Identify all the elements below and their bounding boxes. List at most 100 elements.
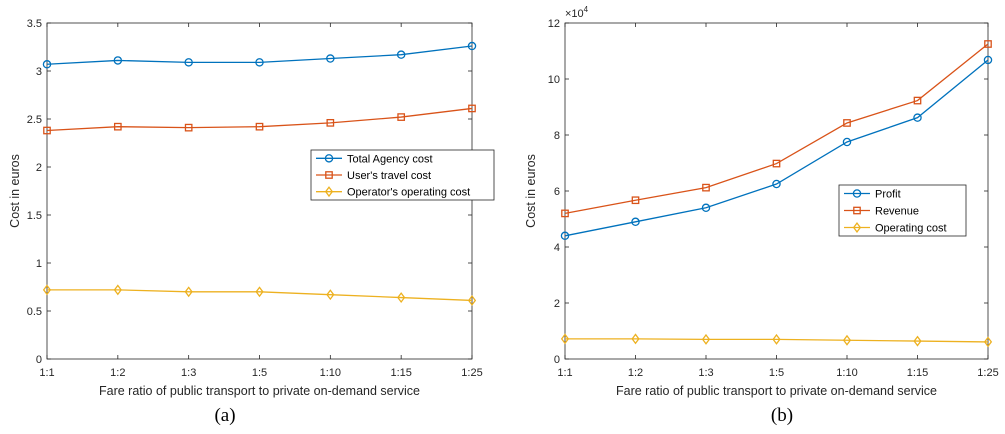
data-point-2-4 bbox=[326, 289, 335, 301]
legend: Profit Revenue Operating cost bbox=[838, 184, 967, 237]
y-tick-label: 6 bbox=[554, 186, 560, 198]
series-2-group bbox=[42, 284, 477, 306]
legend-marker-2 bbox=[324, 186, 334, 198]
series-line-0 bbox=[46, 45, 473, 65]
y-tick-label: 0 bbox=[36, 354, 42, 366]
data-point-0-0 bbox=[560, 231, 570, 241]
legend-marker-1 bbox=[325, 171, 333, 179]
legend-entry-0: Total Agency cost bbox=[347, 153, 433, 165]
y-tick-label: 10 bbox=[548, 74, 560, 86]
y-tick-label: 3 bbox=[36, 66, 42, 78]
data-point-0-3 bbox=[255, 58, 264, 67]
data-point-2-5 bbox=[397, 292, 406, 304]
y-tick-label: 12 bbox=[548, 18, 560, 30]
legend-marker-2 bbox=[852, 222, 862, 233]
y-tick-label: 4 bbox=[554, 242, 560, 254]
data-point-0-3 bbox=[772, 179, 781, 189]
x-tick-label: 1:25 bbox=[461, 367, 482, 379]
data-point-0-2 bbox=[184, 58, 193, 67]
y-axis-label: Cost in euros bbox=[8, 154, 22, 228]
data-point-1-2 bbox=[184, 123, 193, 132]
data-point-1-4 bbox=[843, 119, 851, 127]
y-tick-label: 2.5 bbox=[27, 114, 42, 126]
y-tick-label: 3.5 bbox=[27, 18, 42, 30]
x-tick-label: 1:10 bbox=[320, 367, 341, 379]
data-point-0-5 bbox=[913, 113, 922, 122]
legend-marker-0 bbox=[852, 189, 862, 198]
series-line-1 bbox=[564, 43, 989, 215]
x-tick-label: 1:1 bbox=[557, 367, 572, 379]
data-point-0-6 bbox=[983, 55, 993, 65]
data-point-0-4 bbox=[842, 137, 852, 147]
panel-label: (b) bbox=[771, 405, 793, 426]
y-tick-label: 2 bbox=[36, 162, 42, 174]
data-point-2-6 bbox=[467, 294, 477, 306]
series-2-group bbox=[560, 333, 993, 348]
x-tick-label: 1:25 bbox=[977, 367, 998, 379]
data-point-2-0 bbox=[42, 284, 52, 296]
legend-marker-1 bbox=[853, 206, 861, 215]
y-axis-label: Cost in euros bbox=[524, 154, 538, 228]
data-point-2-3 bbox=[255, 286, 264, 298]
series-line-2 bbox=[565, 338, 989, 343]
series-0-group bbox=[560, 55, 993, 241]
y-tick-label: 0.5 bbox=[27, 306, 42, 318]
data-point-2-1 bbox=[631, 333, 640, 345]
data-point-1-3 bbox=[772, 159, 781, 168]
y-tick-label: 0 bbox=[554, 354, 560, 366]
data-point-1-6 bbox=[984, 40, 992, 48]
legend-entry-2: Operator's operating cost bbox=[347, 187, 470, 199]
x-tick-label: 1:5 bbox=[252, 367, 267, 379]
data-point-0-1 bbox=[113, 56, 123, 65]
data-point-2-2 bbox=[184, 286, 193, 298]
series-line-1 bbox=[46, 107, 473, 132]
y-tick-label: 1 bbox=[36, 258, 42, 270]
data-point-0-5 bbox=[396, 50, 406, 59]
data-point-2-3 bbox=[772, 333, 781, 345]
series-1-group bbox=[43, 104, 476, 135]
data-point-0-4 bbox=[326, 54, 335, 63]
data-point-2-6 bbox=[983, 336, 993, 348]
x-tick-label: 1:10 bbox=[836, 367, 857, 379]
data-point-2-2 bbox=[701, 333, 711, 345]
data-point-1-5 bbox=[913, 96, 922, 105]
data-point-0-2 bbox=[701, 203, 711, 213]
x-tick-label: 1:15 bbox=[390, 367, 411, 379]
data-point-1-1 bbox=[113, 122, 122, 131]
data-point-2-1 bbox=[113, 284, 122, 296]
data-point-2-5 bbox=[913, 335, 922, 347]
data-point-2-4 bbox=[842, 334, 852, 346]
legend-marker-0 bbox=[324, 154, 334, 163]
data-point-1-4 bbox=[326, 118, 335, 127]
x-tick-label: 1:5 bbox=[769, 367, 784, 379]
y-tick-label: 1.5 bbox=[27, 210, 42, 222]
panel-label: (a) bbox=[214, 405, 235, 426]
data-point-1-0 bbox=[561, 209, 569, 218]
legend-entry-1: User's travel cost bbox=[347, 170, 431, 182]
y-exponent-label: ×104 bbox=[565, 5, 589, 20]
data-point-0-1 bbox=[631, 217, 640, 227]
data-point-0-6 bbox=[467, 41, 477, 51]
data-point-1-0 bbox=[43, 126, 51, 135]
x-axis-label: Fare ratio of public transport to privat… bbox=[616, 384, 937, 398]
chart-panel-a: 0 0.5 1 1.5 2 2.5 3 3.5 1:1 1:2 1:3 1:5 1:10 1:15 1:25… bbox=[8, 18, 495, 426]
x-tick-label: 1:3 bbox=[181, 367, 196, 379]
x-tick-label: 1:1 bbox=[39, 367, 54, 379]
x-tick-label: 1:15 bbox=[907, 367, 928, 379]
series-1-group bbox=[561, 40, 992, 218]
chart-panel-b: 0 2 4 6 8 10 12 1:1 1:2 1:3 1:5 1:10 1:15 1:25 ×104 Far… bbox=[524, 5, 999, 426]
x-axis-label: Fare ratio of public transport to privat… bbox=[99, 384, 420, 398]
series-line-0 bbox=[564, 59, 989, 237]
y-tick-label: 2 bbox=[554, 298, 560, 310]
data-point-0-0 bbox=[42, 60, 52, 69]
legend-entry-1: Revenue bbox=[875, 206, 919, 218]
x-tick-label: 1:2 bbox=[628, 367, 643, 379]
data-point-1-6 bbox=[468, 104, 476, 113]
series-0-group bbox=[42, 41, 477, 69]
legend-entry-0: Profit bbox=[875, 189, 901, 201]
data-point-2-0 bbox=[560, 333, 570, 345]
data-point-1-1 bbox=[631, 196, 640, 205]
y-tick-label: 8 bbox=[554, 130, 560, 142]
x-tick-label: 1:2 bbox=[110, 367, 125, 379]
